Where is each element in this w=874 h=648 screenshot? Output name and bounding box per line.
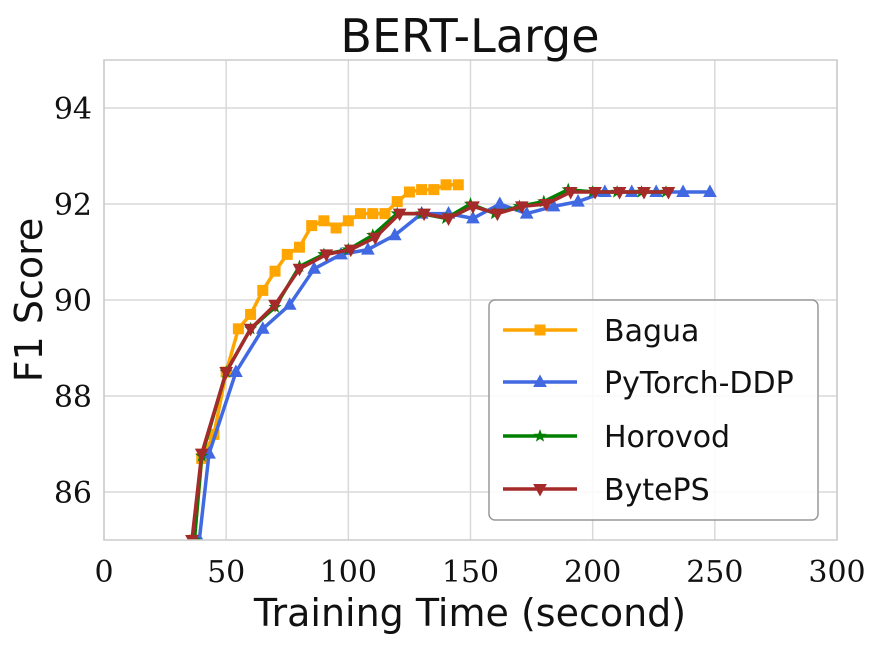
- legend-box: [488, 299, 819, 521]
- data-point-bagua: [367, 208, 379, 220]
- x-tick-label: 0: [94, 555, 113, 590]
- data-point-pytorch-ddp: [492, 196, 507, 209]
- legend-label: PyTorch-DDP: [604, 366, 794, 401]
- x-tick-label: 150: [442, 555, 499, 590]
- legend-label: Horovod: [604, 420, 730, 455]
- data-point-byteps: [539, 199, 554, 212]
- legend-item-pytorch-ddp: PyTorch-DDP: [503, 366, 794, 401]
- x-axis-label: Training Time (second): [253, 591, 686, 635]
- x-tick-label: 250: [686, 555, 743, 590]
- data-point-byteps: [612, 187, 627, 200]
- x-tick-labels: 0 50 100 150 200 250 300: [94, 555, 865, 590]
- data-point-bagua: [281, 248, 293, 260]
- data-point-pytorch-ddp: [307, 261, 321, 274]
- data-point-pytorch-ddp: [676, 184, 690, 197]
- legend-item-bagua: Bagua: [503, 314, 699, 349]
- series-layer: [185, 179, 717, 540]
- y-tick-label: 92: [54, 188, 92, 223]
- legend: Bagua PyTorch-DDP Horovod BytePS: [488, 299, 819, 521]
- plot-frame: [103, 59, 838, 541]
- data-point-pytorch-ddp: [703, 184, 717, 197]
- legend-swatch-marker: [534, 324, 546, 336]
- data-point-pytorch-ddp: [361, 242, 375, 255]
- data-point-byteps: [466, 201, 480, 214]
- legend-label: BytePS: [604, 473, 710, 508]
- data-point-bagua: [428, 184, 440, 196]
- data-point-byteps: [514, 201, 529, 214]
- y-tick-label: 94: [54, 92, 92, 127]
- chart-title: BERT-Large: [340, 9, 599, 63]
- x-tick-label: 50: [207, 555, 245, 590]
- series-byteps: [185, 187, 676, 540]
- data-point-byteps: [661, 187, 676, 200]
- data-point-byteps: [185, 535, 199, 540]
- x-tick-label: 100: [320, 555, 377, 590]
- data-point-bagua: [440, 179, 452, 191]
- x-tick-label: 300: [808, 555, 865, 590]
- data-point-byteps: [343, 244, 358, 258]
- data-point-bagua: [257, 284, 269, 296]
- legend-item-horovod: Horovod: [503, 420, 730, 455]
- data-point-bagua: [330, 222, 342, 234]
- data-point-byteps: [194, 448, 209, 462]
- data-point-bagua: [355, 208, 367, 220]
- legend-swatch-marker: [533, 484, 547, 497]
- legend-swatch-marker: [533, 429, 547, 442]
- data-point-bagua: [379, 208, 391, 220]
- data-point-pytorch-ddp: [255, 321, 270, 334]
- data-point-byteps: [637, 187, 651, 200]
- data-point-pytorch-ddp: [546, 198, 561, 212]
- data-point-bagua: [306, 220, 318, 232]
- data-point-bagua: [269, 265, 281, 277]
- data-point-byteps: [588, 187, 602, 200]
- y-tick-label: 86: [54, 476, 92, 511]
- data-point-byteps: [563, 187, 578, 200]
- data-point-byteps: [441, 213, 456, 226]
- data-point-byteps: [243, 323, 258, 337]
- data-point-bagua: [318, 215, 330, 227]
- data-point-bagua: [452, 179, 464, 191]
- legend-label: Bagua: [604, 314, 699, 349]
- data-point-bagua: [232, 323, 244, 335]
- data-point-byteps: [392, 208, 407, 222]
- data-point-bagua: [416, 184, 428, 196]
- data-point-bagua: [403, 186, 415, 198]
- data-point-pytorch-ddp: [519, 206, 534, 219]
- data-point-byteps: [292, 263, 307, 277]
- data-point-pytorch-ddp: [282, 297, 297, 310]
- y-tick-label: 90: [54, 284, 92, 319]
- data-point-byteps: [490, 208, 505, 222]
- data-point-bagua: [391, 196, 403, 208]
- legend-item-byteps: BytePS: [503, 473, 710, 508]
- data-point-bagua: [342, 215, 354, 227]
- data-point-pytorch-ddp: [571, 194, 585, 207]
- y-tick-labels: 86 88 90 92 94: [54, 92, 92, 511]
- legend-swatch-marker: [533, 374, 547, 387]
- data-point-pytorch-ddp: [229, 364, 243, 377]
- y-axis-label: F1 Score: [7, 218, 51, 383]
- data-point-byteps: [319, 249, 334, 262]
- data-point-bagua: [293, 241, 305, 253]
- data-point-pytorch-ddp: [466, 210, 480, 224]
- x-tick-label: 200: [564, 555, 621, 590]
- data-point-byteps: [219, 367, 234, 380]
- data-point-byteps: [268, 299, 282, 313]
- data-point-byteps: [368, 232, 383, 246]
- data-point-byteps: [417, 208, 431, 222]
- y-tick-label: 88: [54, 380, 92, 415]
- data-point-bagua: [245, 308, 257, 320]
- data-point-pytorch-ddp: [387, 227, 402, 241]
